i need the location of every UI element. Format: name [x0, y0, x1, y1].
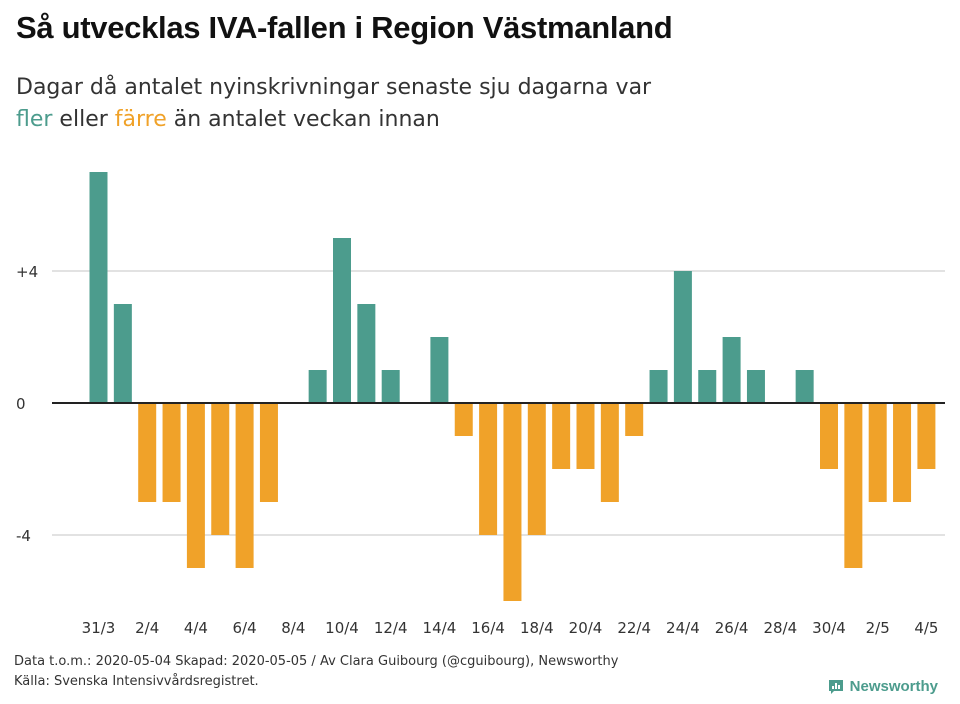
- bar: [722, 337, 741, 403]
- x-tick-label: 12/4: [374, 619, 408, 637]
- bar: [746, 370, 765, 403]
- y-tick-label: +4: [16, 263, 38, 281]
- x-tick-label: 24/4: [666, 619, 700, 637]
- x-tick-label: 2/5: [866, 619, 890, 637]
- x-tick-label: 6/4: [233, 619, 257, 637]
- footer-data-credit: Data t.o.m.: 2020-05-04 Skapad: 2020-05-…: [14, 654, 619, 669]
- bar: [820, 403, 838, 469]
- y-tick-label: 0: [16, 395, 26, 413]
- bar: [917, 403, 936, 469]
- bar: [625, 403, 644, 436]
- bar: [503, 403, 522, 601]
- newsworthy-brand: Newsworthy: [828, 678, 938, 695]
- bar: [454, 403, 473, 436]
- bar: [308, 370, 327, 403]
- bar: [333, 238, 351, 403]
- bar: [430, 337, 449, 403]
- bar: [357, 304, 376, 403]
- subtitle-line1: Dagar då antalet nyinskrivningar senaste…: [16, 75, 652, 100]
- x-tick-label: 18/4: [520, 619, 554, 637]
- chart-subtitle: Dagar då antalet nyinskrivningar senaste…: [16, 72, 916, 136]
- x-tick-label: 2/4: [135, 619, 159, 637]
- bar: [235, 403, 254, 568]
- bar: [600, 403, 619, 502]
- bar-chart-logo-icon: [828, 679, 843, 694]
- x-tick-label: 16/4: [471, 619, 505, 637]
- x-tick-label: 31/3: [82, 619, 116, 637]
- bar: [893, 403, 912, 502]
- x-tick-label: 26/4: [715, 619, 749, 637]
- bar: [186, 403, 205, 568]
- x-tick-label: 4/4: [184, 619, 208, 637]
- x-tick-label: 22/4: [617, 619, 651, 637]
- bar: [211, 403, 230, 535]
- chart-title: Så utvecklas IVA-fallen i Region Västman…: [16, 10, 673, 45]
- bar: [844, 403, 863, 568]
- bar: [138, 403, 157, 502]
- bar: [868, 403, 887, 502]
- bar: [649, 370, 668, 403]
- y-tick-label: -4: [16, 527, 31, 545]
- footer-source: Källa: Svenska Intensivvårdsregistret.: [14, 674, 259, 689]
- subtitle-fewer-word: färre: [114, 107, 167, 132]
- brand-name: Newsworthy: [849, 678, 938, 695]
- footer: Data t.o.m.: 2020-05-04 Skapad: 2020-05-…: [14, 652, 618, 692]
- x-tick-label: 30/4: [812, 619, 846, 637]
- bar: [795, 370, 814, 403]
- subtitle-rest: än antalet veckan innan: [166, 107, 440, 132]
- bar: [89, 172, 108, 403]
- x-tick-label: 28/4: [763, 619, 797, 637]
- bar: [673, 271, 692, 403]
- bar: [259, 403, 278, 502]
- bar: [381, 370, 400, 403]
- subtitle-more-word: fler: [16, 107, 53, 132]
- x-tick-label: 4/5: [914, 619, 938, 637]
- x-tick-label: 20/4: [569, 619, 603, 637]
- bar: [479, 403, 498, 535]
- bar: [162, 403, 181, 502]
- subtitle-or: eller: [52, 107, 115, 132]
- bar: [698, 370, 717, 403]
- bar: [527, 403, 546, 535]
- x-tick-label: 10/4: [325, 619, 359, 637]
- x-tick-label: 14/4: [423, 619, 457, 637]
- bar: [576, 403, 595, 469]
- bar: [552, 403, 571, 469]
- bar: [113, 304, 132, 403]
- x-tick-label: 8/4: [281, 619, 305, 637]
